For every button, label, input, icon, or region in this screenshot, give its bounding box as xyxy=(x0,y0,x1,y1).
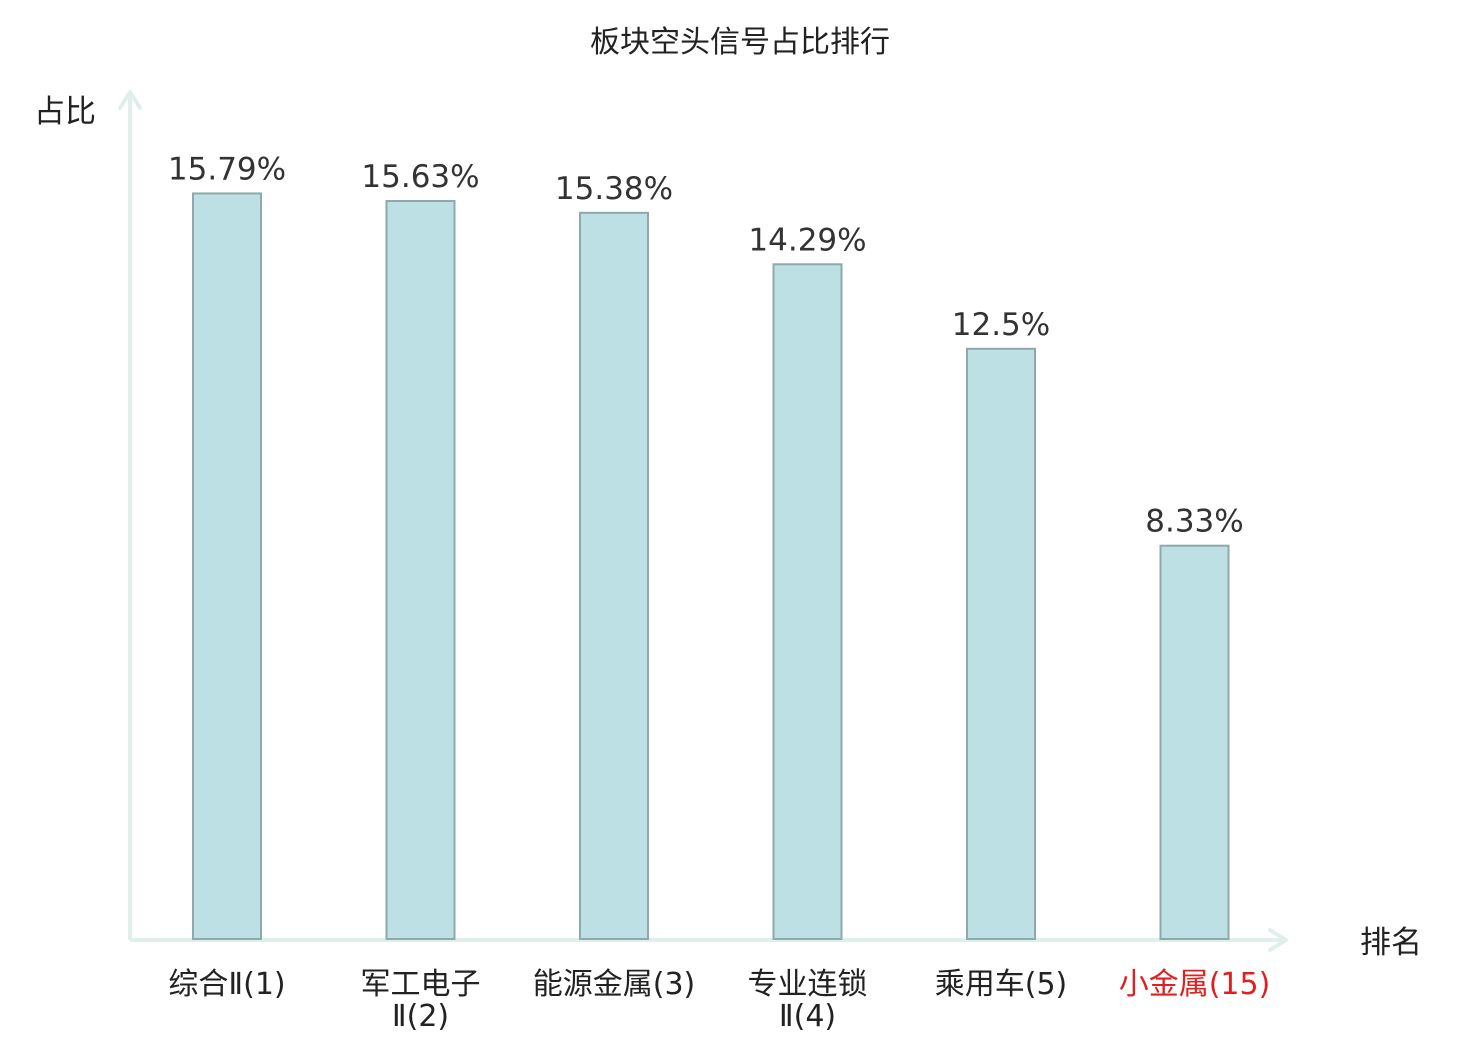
value-label-2: 15.63% xyxy=(361,159,479,195)
bar-1 xyxy=(192,192,262,940)
bar-5 xyxy=(966,347,1036,940)
value-label-4: 14.29% xyxy=(748,222,866,258)
category-label-3: 能源金属(3) xyxy=(533,967,696,1002)
value-label-1: 15.79% xyxy=(168,151,286,187)
bar-3 xyxy=(579,211,649,940)
x-axis-arrow xyxy=(1268,928,1288,952)
value-label-group: 15.79% 15.63% 15.38% 14.29% 12.5% 8.33% xyxy=(168,151,1244,539)
y-axis-label: 占比 xyxy=(34,94,96,130)
bar-6 xyxy=(1159,544,1230,940)
category-label-4-line-1: 专业连锁 xyxy=(748,967,868,1002)
category-label-2-line-2: Ⅱ(2) xyxy=(392,999,449,1034)
y-axis-arrow xyxy=(118,90,142,110)
bar-group xyxy=(192,192,1230,941)
value-label-3: 15.38% xyxy=(555,171,673,207)
bar-4 xyxy=(772,263,843,940)
category-label-5: 乘用车(5) xyxy=(935,967,1068,1002)
category-label-1: 综合Ⅱ(1) xyxy=(168,967,285,1002)
bar-2 xyxy=(385,200,456,941)
category-label-4-line-2: Ⅱ(4) xyxy=(779,999,836,1034)
category-label-6: 小金属(15) xyxy=(1119,967,1271,1002)
chart-title: 板块空头信号占比排行 xyxy=(590,25,890,60)
category-label-2-line-1: 军工电子 xyxy=(361,967,481,1002)
value-label-6: 8.33% xyxy=(1145,504,1243,540)
x-axis-label: 排名 xyxy=(1360,925,1422,961)
value-label-5: 12.5% xyxy=(952,307,1050,343)
